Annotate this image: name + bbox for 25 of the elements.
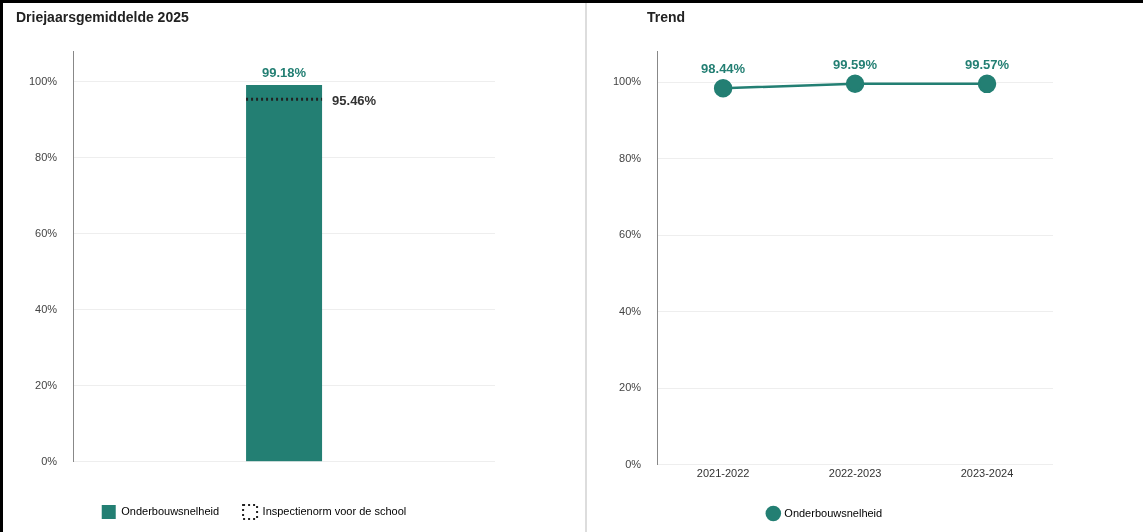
data-label: 98.44% <box>701 61 746 77</box>
legend-label: Onderbouwsnelheid <box>121 505 220 518</box>
x-tick-label: 2023-2024 <box>960 467 1014 480</box>
y-tick-label: 0% <box>41 454 58 467</box>
y-tick-label: 100% <box>28 75 58 88</box>
chart-title: Driejaarsgemiddelde 2025 <box>16 9 189 25</box>
y-tick-label: 20% <box>619 381 642 394</box>
data-label: 99.18% <box>262 65 307 81</box>
legend-label: Onderbouwsnelheid <box>784 506 883 519</box>
y-tick-label: 60% <box>619 228 642 241</box>
data-label: 99.57% <box>964 56 1010 72</box>
chart-title: Trend <box>647 9 686 25</box>
y-tick-label: 0% <box>625 457 642 470</box>
x-tick-label: 2022-2023 <box>828 467 882 480</box>
y-tick-label: 40% <box>35 302 58 315</box>
y-tick-label: 20% <box>35 378 58 391</box>
data-label: 99.59% <box>833 56 878 72</box>
y-tick-label: 100% <box>612 75 642 88</box>
y-tick-label: 80% <box>35 150 58 163</box>
annotation: 95.46% <box>332 92 377 108</box>
legend-label: Inspectienorm voor de school <box>262 505 407 518</box>
y-tick-label: 40% <box>619 304 642 317</box>
x-tick-label: 2021-2022 <box>696 467 750 480</box>
y-tick-label: 60% <box>35 226 58 239</box>
y-tick-label: 80% <box>619 151 642 164</box>
